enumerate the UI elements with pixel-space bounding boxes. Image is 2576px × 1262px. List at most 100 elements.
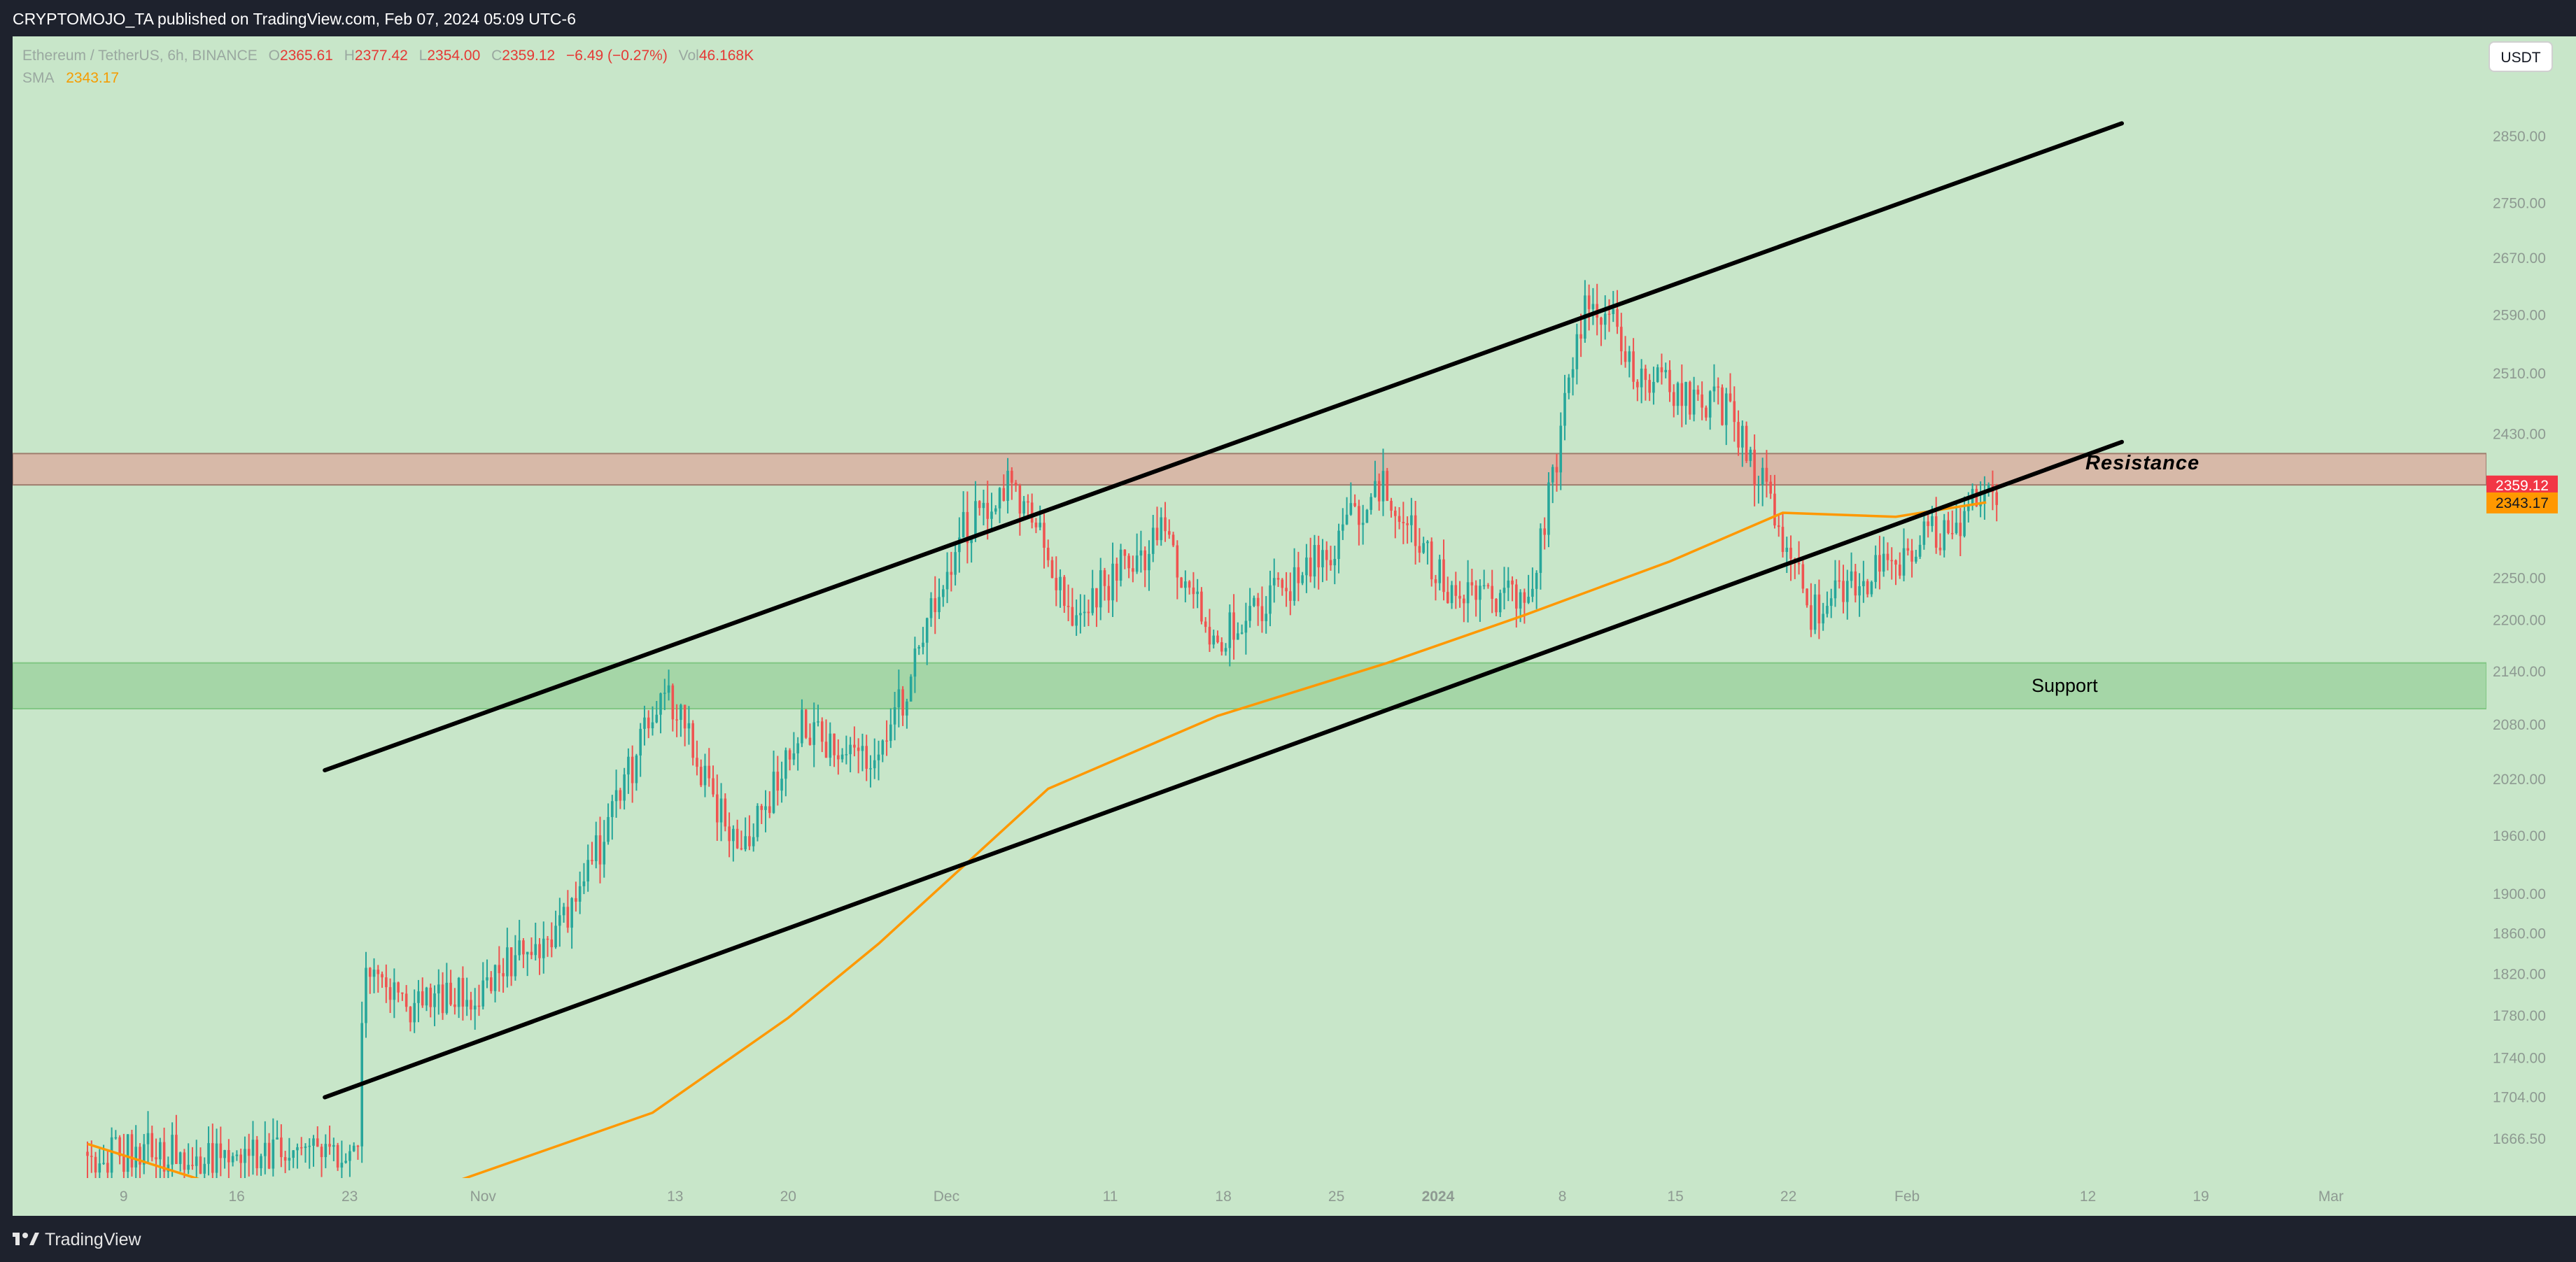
candle-body (917, 646, 920, 649)
time-tick-label: 25 (1328, 1189, 1344, 1205)
candle-body (1931, 516, 1934, 526)
resistance-label: Resistance (2085, 452, 2200, 474)
candle-body (1418, 546, 1421, 553)
candle-body (1079, 613, 1082, 616)
candle-body (1975, 488, 1978, 506)
candle-body (1498, 593, 1502, 613)
candle-body (1502, 588, 1506, 593)
candle-body (1139, 550, 1143, 556)
candle-body (1192, 587, 1195, 595)
candle-body (1644, 368, 1647, 381)
candle-body (1737, 422, 1740, 448)
candle-body (276, 1137, 279, 1140)
candle-body (837, 755, 840, 760)
candle-body (1349, 503, 1353, 515)
candle-body (530, 951, 533, 956)
candle-body (639, 728, 642, 756)
candle-body (1866, 581, 1869, 595)
candle-body (1297, 567, 1300, 583)
candle-body (1672, 392, 1675, 406)
candle-body (1797, 562, 1801, 565)
candle-body (1018, 485, 1022, 514)
candle-body (178, 1152, 182, 1164)
currency-button[interactable]: USDT (2489, 41, 2553, 72)
candle-body (970, 537, 973, 544)
candle-body (195, 1156, 198, 1166)
candle-body (409, 1007, 412, 1023)
candle-body (1950, 533, 1954, 534)
candle-body (1043, 523, 1046, 548)
candle-body (1123, 549, 1127, 556)
support-zone (13, 662, 2486, 710)
candle-body (566, 907, 570, 928)
candle-body (1285, 588, 1288, 592)
candle-body (1466, 582, 1470, 604)
candle-body (865, 746, 868, 769)
candle-body (1668, 369, 1671, 392)
candle-body (1148, 553, 1150, 571)
candle-body (1022, 501, 1025, 514)
time-tick-label: 2024 (1422, 1189, 1455, 1205)
candle-body (187, 1165, 190, 1170)
candle-body (272, 1139, 275, 1169)
candle-body (1160, 517, 1163, 541)
plot-background[interactable] (13, 36, 2576, 1216)
legend-change: −6.49 (−0.27%) (566, 48, 668, 64)
svg-text:Ethereum / TetherUS, 6h, BINAN: Ethereum / TetherUS, 6h, BINANCE O2365.6… (22, 48, 754, 64)
candle-body (1237, 633, 1239, 640)
channel-lower-trendline[interactable] (323, 439, 2124, 1100)
candle-body (1011, 470, 1013, 483)
candle-body (1438, 559, 1442, 583)
candle-body (869, 768, 872, 770)
candle-body (1619, 327, 1623, 352)
candle-body (316, 1138, 319, 1147)
candle-body (417, 991, 420, 1003)
candle-body (922, 642, 924, 647)
candle-body (1943, 520, 1946, 551)
candle-body (1531, 588, 1534, 597)
candle-body (223, 1150, 226, 1158)
candle-body (1826, 606, 1829, 614)
candle-body (344, 1161, 347, 1163)
candle-body (715, 794, 719, 823)
candle-body (1882, 553, 1885, 572)
candle-body (1789, 547, 1792, 559)
channel-upper-trendline[interactable] (323, 121, 2124, 773)
candle-body (1240, 632, 1244, 634)
footer-bar (0, 1216, 2576, 1262)
candle-body (1696, 390, 1700, 395)
candle-body (162, 1142, 166, 1172)
candle-body (925, 618, 929, 643)
candle-body (1886, 553, 1889, 560)
candle-body (1717, 386, 1720, 388)
tradingview-logo[interactable]: TradingView (13, 1230, 142, 1249)
candle-body (938, 597, 941, 613)
candle-body (90, 1156, 93, 1157)
candle-body (421, 991, 424, 1006)
candle-body (675, 719, 678, 721)
time-scale[interactable]: 9 16 23 Nov 13 20 Dec 11 18 25 2024 8 15 22 Feb 12 19 Mar (120, 1189, 2344, 1205)
price-tick-label: 1740.00 (2493, 1051, 2546, 1067)
candle-body (1543, 528, 1546, 535)
candle-body (1329, 560, 1332, 566)
time-tick-label: 20 (780, 1189, 796, 1205)
candle-body (1002, 488, 1006, 501)
time-tick-label: Mar (2318, 1189, 2344, 1205)
candle-body (623, 774, 626, 801)
candle-body (404, 993, 408, 1007)
candle-body (1785, 547, 1789, 553)
candle-body (376, 970, 380, 974)
legend-sma-label: SMA (22, 70, 55, 86)
candle-body (1063, 576, 1066, 607)
candle-body (1894, 560, 1897, 565)
candle-body (1749, 449, 1752, 461)
candle-body (244, 1149, 246, 1163)
candle-body (1927, 521, 1929, 526)
candle-body (804, 709, 808, 738)
candle-body (1607, 313, 1611, 316)
price-scale[interactable]: 2850.00 2750.00 2670.00 2590.00 2510.00 2430.… (2493, 129, 2546, 1147)
candle-body (627, 756, 630, 775)
candle-body (385, 977, 388, 988)
candle-body (139, 1147, 141, 1165)
